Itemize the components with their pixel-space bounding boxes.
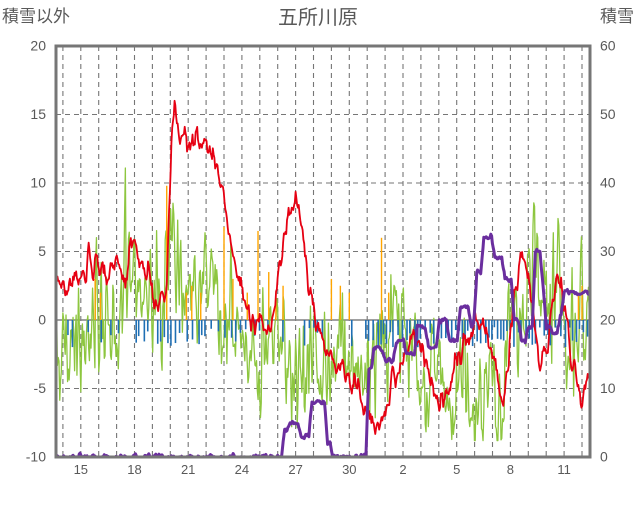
svg-text:27: 27 (288, 462, 302, 477)
svg-text:18: 18 (127, 462, 141, 477)
svg-text:50: 50 (600, 106, 616, 122)
svg-text:-5: -5 (34, 380, 47, 396)
svg-text:40: 40 (600, 175, 616, 191)
svg-text:30: 30 (342, 462, 356, 477)
svg-text:5: 5 (453, 462, 460, 477)
svg-text:20: 20 (600, 312, 616, 328)
svg-text:10: 10 (30, 175, 46, 191)
svg-text:21: 21 (181, 462, 195, 477)
svg-text:24: 24 (235, 462, 249, 477)
svg-text:積雪: 積雪 (600, 7, 634, 26)
svg-text:10: 10 (600, 380, 616, 396)
svg-text:15: 15 (30, 106, 46, 122)
svg-text:11: 11 (557, 462, 571, 477)
svg-text:五所川原: 五所川原 (278, 6, 358, 29)
svg-text:5: 5 (38, 243, 46, 259)
svg-text:2: 2 (399, 462, 406, 477)
svg-text:30: 30 (600, 243, 616, 259)
svg-text:8: 8 (507, 462, 514, 477)
svg-text:-10: -10 (26, 449, 46, 465)
svg-text:0: 0 (38, 312, 46, 328)
svg-text:20: 20 (30, 38, 46, 54)
svg-text:60: 60 (600, 38, 616, 54)
svg-text:15: 15 (74, 462, 88, 477)
svg-text:積雪以外: 積雪以外 (2, 7, 70, 26)
svg-text:0: 0 (600, 449, 608, 465)
